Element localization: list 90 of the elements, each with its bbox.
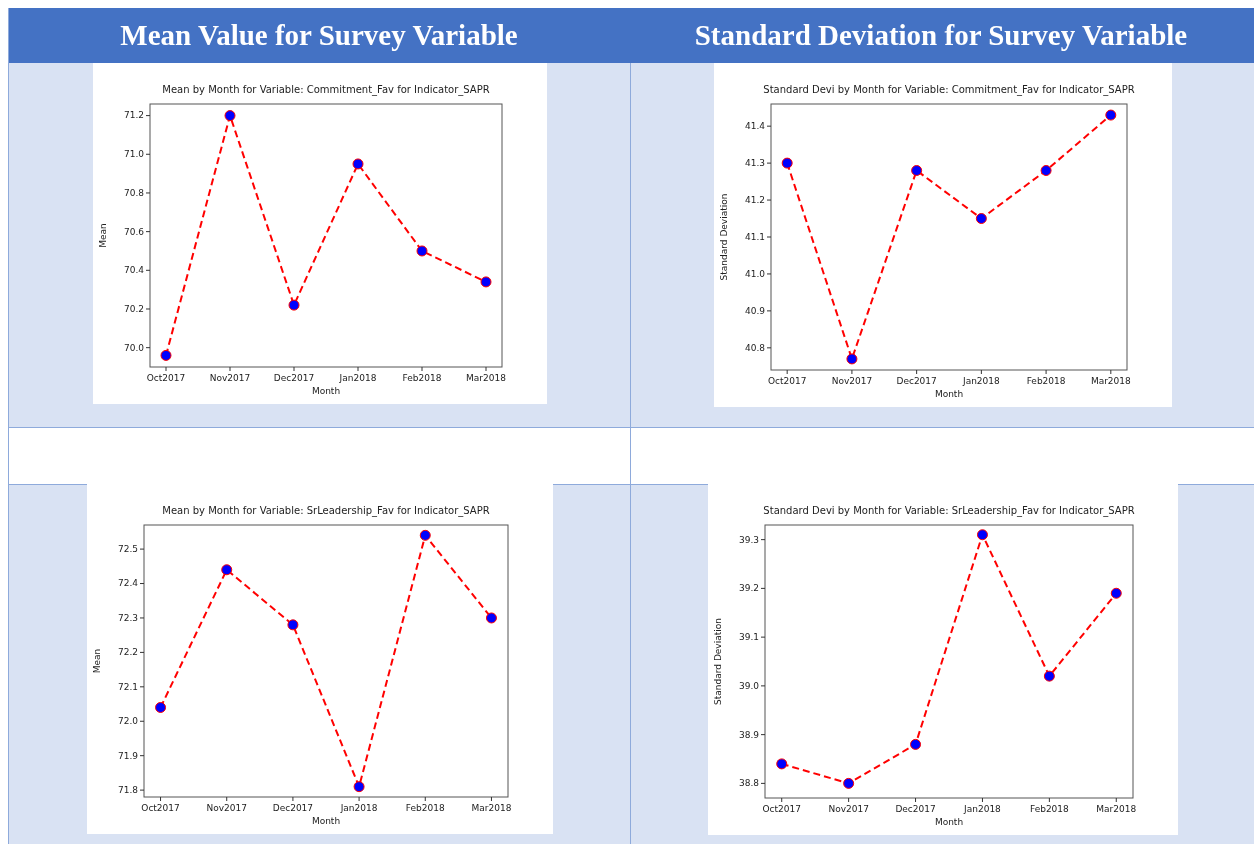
y-tick-label: 70.6 (123, 226, 145, 237)
x-tick-label: Mar2018 (1090, 376, 1132, 386)
y-tick-label: 41.0 (744, 268, 766, 279)
x-tick-label: Feb2018 (1026, 376, 1066, 386)
x-axis-title: Month (311, 386, 341, 396)
y-tick-label: 72.4 (117, 578, 139, 589)
y-axis-title: Mean (98, 223, 108, 248)
y-tick-label: 72.3 (117, 612, 138, 623)
y-tick-label: 70.4 (123, 265, 145, 276)
point (846, 353, 858, 365)
x-tick-label: Nov2017 (831, 376, 873, 386)
chart-title: Mean by Month for Variable: SrLeadership_Fav for Indicator_SAPR (162, 505, 490, 517)
point (155, 701, 167, 713)
point (221, 564, 233, 576)
point (485, 612, 497, 624)
point (911, 165, 923, 176)
x-tick-label: Mar2018 (1096, 804, 1137, 814)
x-tick-label: Mar2018 (466, 373, 507, 383)
point (160, 349, 172, 361)
x-tick-label: Dec2017 (896, 376, 937, 386)
point (353, 781, 365, 793)
y-tick-label: 41.2 (744, 194, 765, 205)
y-axis-title: Mean (92, 648, 102, 674)
point (976, 529, 988, 541)
y-tick-label: 41.3 (744, 157, 765, 168)
y-tick-label: 71.8 (117, 784, 139, 795)
y-tick-label: 39.1 (738, 632, 759, 643)
x-tick-label: Oct2017 (762, 804, 801, 814)
point (776, 758, 788, 770)
x-tick-label: Dec2017 (272, 803, 314, 813)
y-tick-label: 70.8 (123, 187, 145, 198)
x-tick-label: Jan2018 (963, 804, 1002, 814)
x-tick-label: Feb2018 (405, 803, 445, 813)
y-tick-label: 39.2 (738, 583, 759, 594)
y-tick-label: 38.9 (738, 729, 760, 740)
chart-title: Standard Devi by Month for Variable: SrLeadership_Fav for Indicator_SAPR (763, 505, 1135, 517)
y-tick-label: 40.8 (744, 342, 766, 353)
x-tick-label: Jan2018 (338, 373, 377, 383)
x-tick-label: Mar2018 (471, 803, 512, 813)
chart-title: Standard Devi by Month for Variable: Commitment_Fav for Indicator_SAPR (763, 84, 1135, 96)
y-tick-label: 40.9 (744, 305, 766, 316)
y-tick-label: 72.1 (117, 681, 138, 692)
point (287, 619, 299, 631)
point (910, 738, 922, 750)
chart-title: Mean by Month for Variable: Commitment_Fav for Indicator_SAPR (162, 84, 490, 96)
point (416, 245, 428, 257)
y-tick-label: 70.2 (123, 303, 144, 314)
text: Mean Value for Survey Variable (120, 19, 518, 52)
point (288, 299, 300, 311)
y-tick-label: 71.0 (123, 149, 145, 160)
y-tick-label: 70.0 (123, 342, 145, 353)
y-tick-label: 39.3 (738, 534, 759, 545)
y-tick-label: 39.0 (738, 680, 760, 691)
x-tick-label: Oct2017 (141, 803, 180, 813)
x-axis-title: Month (311, 816, 341, 826)
point (975, 213, 987, 225)
x-tick-label: Jan2018 (961, 376, 1001, 386)
point (352, 158, 364, 170)
text: Standard Deviation for Survey Variable (694, 19, 1188, 52)
x-tick-label: Nov2017 (828, 804, 869, 814)
point (1105, 109, 1117, 121)
x-tick-label: Feb2018 (1029, 804, 1070, 814)
x-axis-title: Month (934, 389, 964, 399)
y-axis-title: Standard Deviation (719, 193, 729, 281)
point (843, 777, 855, 789)
point (1040, 165, 1052, 176)
x-tick-label: Jan2018 (339, 803, 378, 813)
y-tick-label: 71.9 (117, 750, 139, 761)
y-tick-label: 41.1 (744, 231, 765, 242)
y-axis-title: Standard Deviation (713, 618, 723, 705)
x-tick-label: Nov2017 (209, 373, 251, 383)
y-tick-label: 72.0 (117, 716, 139, 727)
x-tick-label: Dec2017 (273, 373, 315, 383)
x-tick-label: Oct2017 (767, 376, 807, 386)
x-tick-label: Oct2017 (146, 373, 186, 383)
y-tick-label: 38.8 (738, 778, 760, 789)
point (419, 529, 431, 541)
y-tick-label: 72.5 (117, 543, 138, 554)
y-tick-label: 72.2 (117, 647, 138, 658)
point (1043, 670, 1055, 682)
x-axis-title: Month (934, 817, 964, 827)
x-tick-label: Dec2017 (895, 804, 936, 814)
y-tick-label: 41.4 (744, 121, 766, 132)
point (781, 157, 793, 169)
x-tick-label: Nov2017 (206, 803, 247, 813)
point (224, 110, 236, 122)
point (1110, 587, 1122, 599)
point (480, 276, 492, 288)
x-tick-label: Feb2018 (402, 373, 442, 383)
y-tick-label: 71.2 (123, 110, 144, 121)
